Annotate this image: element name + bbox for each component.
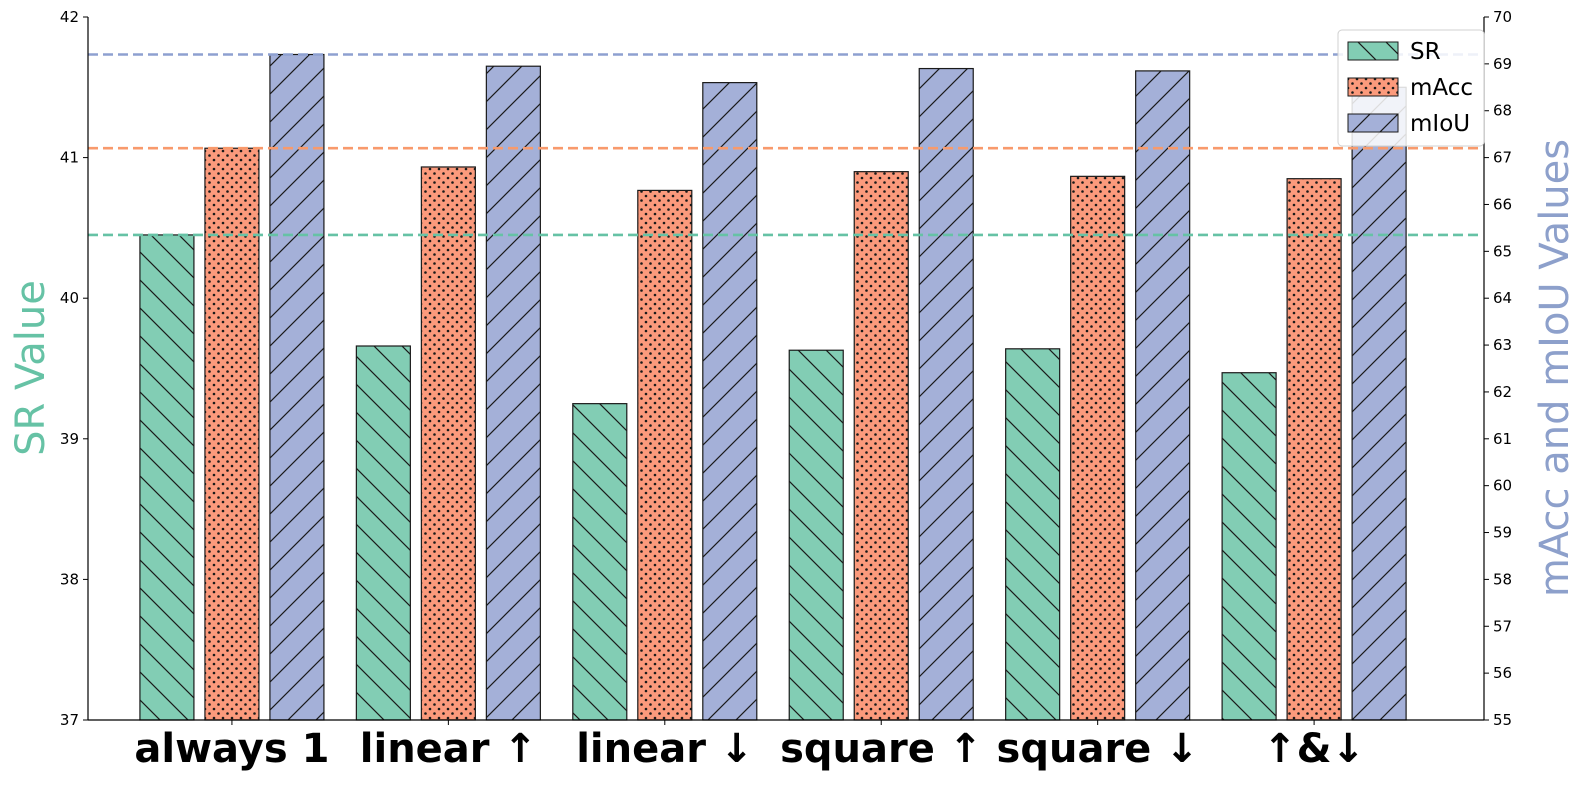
bar-hatch <box>918 67 974 721</box>
bar-hatch <box>139 234 195 721</box>
y-tick-label-left: 38 <box>60 570 79 588</box>
bar-hatch <box>1005 348 1061 721</box>
bar-hatch <box>788 349 844 721</box>
x-tick-label: linear ↓ <box>576 726 753 772</box>
legend-swatch-hatch <box>1347 41 1399 61</box>
x-tick-label: linear ↑ <box>360 726 537 772</box>
bars-layer <box>139 53 1407 721</box>
legend: SR mAcc mIoU <box>1337 29 1485 147</box>
bar-hatch <box>1135 70 1191 721</box>
legend-label: mIoU <box>1410 111 1470 137</box>
y-tick-label-left: 40 <box>60 289 79 307</box>
legend-label: SR <box>1410 39 1441 65</box>
y-tick-label-right: 66 <box>1493 195 1512 213</box>
bar-hatch <box>485 65 541 721</box>
y-axis-title-right: mAcc and mIoU Values <box>1532 139 1578 597</box>
reference-lines <box>88 53 1478 237</box>
y-tick-label-right: 68 <box>1493 102 1512 120</box>
legend-label: mAcc <box>1410 75 1473 101</box>
x-tick-label: square ↑ <box>780 726 982 772</box>
y-tick-label-left: 41 <box>60 149 79 167</box>
y-tick-label-right: 69 <box>1493 55 1512 73</box>
axis-labels: always 1 linear ↑ linear ↓ square ↑ square ↓… <box>8 8 1578 772</box>
y-tick-label-left: 39 <box>60 430 79 448</box>
bar-hatch <box>269 53 325 721</box>
y-tick-label-right: 56 <box>1493 664 1512 682</box>
y-tick-label-right: 60 <box>1493 477 1512 495</box>
y-tick-label-right: 62 <box>1493 383 1512 401</box>
bar-hatch <box>637 189 693 721</box>
bar-hatch <box>853 171 909 721</box>
x-tick-label: square ↓ <box>997 726 1199 772</box>
y-tick-label-left: 42 <box>60 8 79 26</box>
y-tick-label-left: 37 <box>60 711 79 729</box>
legend-swatch-hatch <box>1347 113 1399 133</box>
bar-hatch <box>1351 86 1407 721</box>
y-tick-label-right: 67 <box>1493 149 1512 167</box>
y-tick-label-right: 65 <box>1493 242 1512 260</box>
y-tick-label-right: 61 <box>1493 430 1512 448</box>
y-tick-label-right: 55 <box>1493 711 1512 729</box>
y-tick-label-right: 58 <box>1493 570 1512 588</box>
y-tick-label-right: 63 <box>1493 336 1512 354</box>
bar-hatch <box>1286 178 1342 721</box>
bar-hatch <box>572 403 628 721</box>
x-tick-label: ↑&↓ <box>1263 726 1365 772</box>
bar-hatch <box>355 345 411 721</box>
y-tick-label-right: 59 <box>1493 524 1512 542</box>
y-tick-label-right: 64 <box>1493 289 1512 307</box>
y-tick-label-right: 70 <box>1493 8 1512 26</box>
y-tick-label-right: 57 <box>1493 617 1512 635</box>
legend-swatch-hatch <box>1347 77 1399 97</box>
bar-hatch <box>702 82 758 721</box>
y-axis-title-left: SR Value <box>8 280 54 456</box>
bar-hatch <box>1070 175 1126 721</box>
bar-hatch <box>1221 372 1277 721</box>
x-tick-label: always 1 <box>134 726 329 772</box>
bar-hatch <box>420 166 476 721</box>
